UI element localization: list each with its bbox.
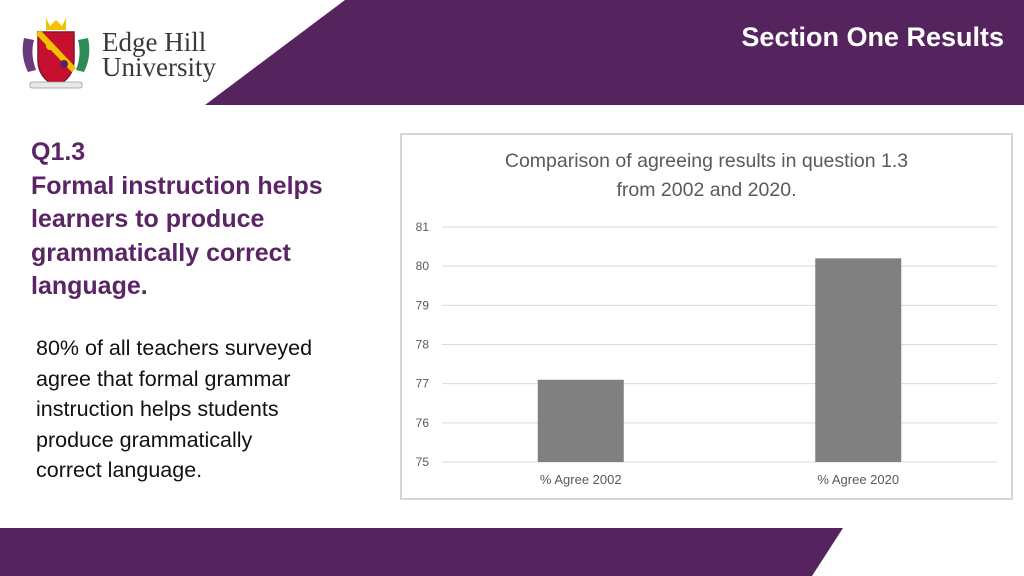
logo-line-1: Edge Hill	[102, 27, 207, 57]
y-tick-label: 78	[416, 338, 430, 352]
crest-icon	[22, 18, 90, 89]
question-text-line-3: grammatically correct	[31, 238, 291, 267]
chart-plot: 75 76 77 78 79 80 81 % Agree 2002 % Agree 2020	[416, 220, 997, 487]
y-tick-label: 75	[416, 455, 430, 469]
summary-line-1: 80% of all teachers surveyed	[36, 336, 313, 360]
university-wordmark: Edge Hill University	[102, 27, 216, 82]
question-text-line-4: language.	[31, 272, 148, 300]
footer-band	[0, 528, 843, 576]
summary-line-3: instruction helps students	[36, 397, 279, 421]
y-tick-label: 76	[416, 416, 430, 430]
summary-line-2: agree that formal grammar	[36, 366, 291, 391]
bar-chart: Comparison of agreeing results in questi…	[400, 133, 1013, 500]
bar	[537, 379, 624, 462]
header-band	[205, 0, 1024, 105]
result-summary: 80% of all teachers surveyed agree that …	[36, 333, 356, 486]
y-tick-label: 81	[416, 220, 430, 234]
summary-line-4: produce grammatically	[36, 427, 253, 452]
chart-title: Comparison of agreeing results in questi…	[402, 147, 1011, 205]
question-text-line-2: learners to produce	[31, 205, 265, 233]
summary-line-5: correct language.	[36, 458, 203, 482]
chart-title-line-2: from 2002 and 2020.	[616, 179, 797, 201]
university-logo: Edge Hill University	[16, 12, 216, 94]
section-title: Section One Results	[741, 22, 1004, 52]
question-number: Q1.3	[31, 138, 86, 166]
x-tick-label: % Agree 2002	[540, 472, 622, 487]
question-text-line-1: Formal instruction helps	[31, 171, 323, 200]
y-tick-label: 77	[416, 377, 430, 391]
y-tick-label: 80	[416, 259, 430, 273]
y-tick-label: 79	[416, 298, 430, 312]
chart-title-line-1: Comparison of agreeing results in questi…	[504, 150, 909, 172]
bar	[815, 258, 902, 462]
question-heading: Q1.3 Formal instruction helps learners t…	[31, 136, 371, 304]
x-tick-label: % Agree 2020	[817, 472, 899, 487]
logo-line-2: University	[102, 52, 216, 82]
